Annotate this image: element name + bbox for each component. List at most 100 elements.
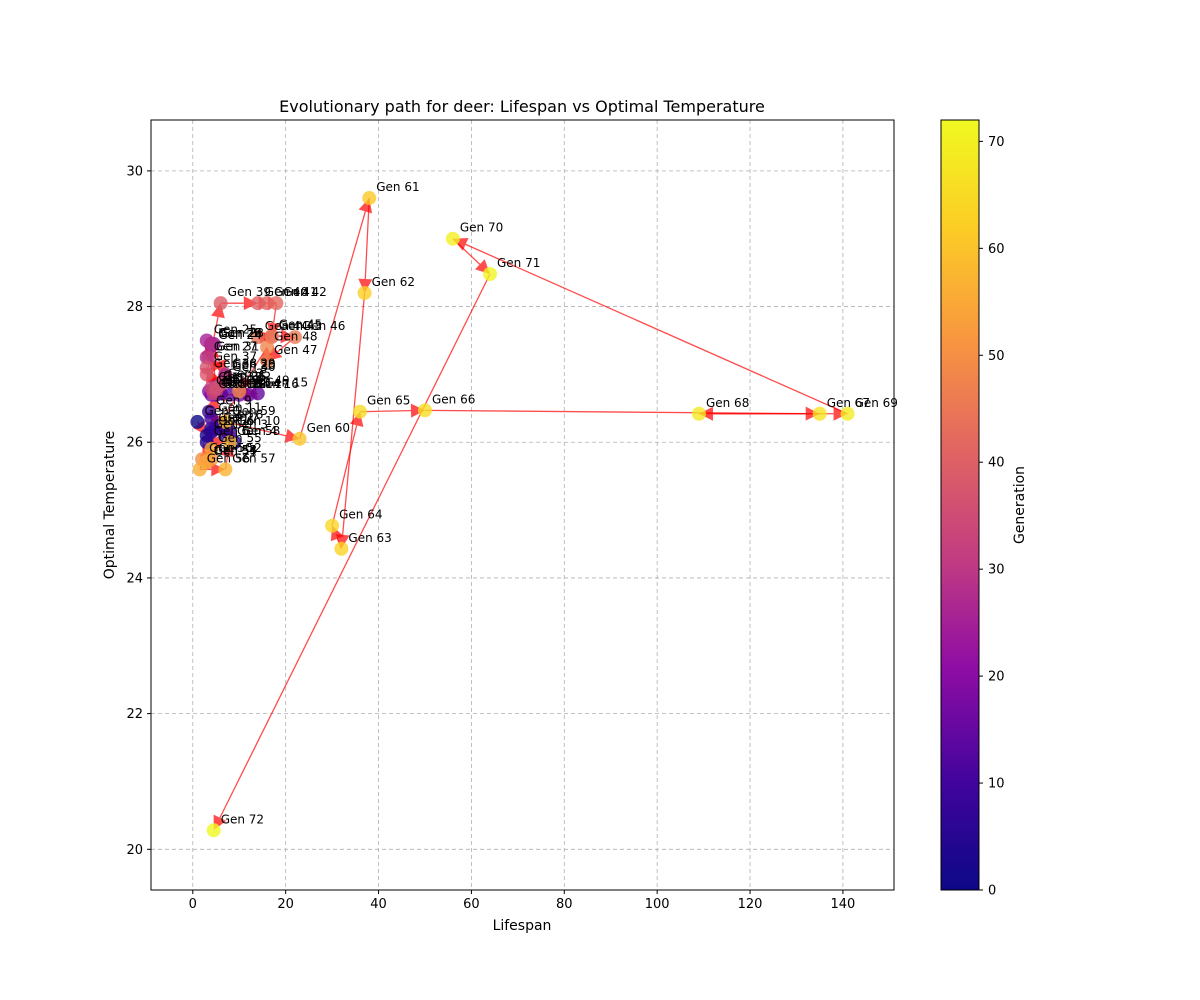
data-point (362, 191, 377, 206)
point-label: Gen 67 (827, 396, 870, 410)
point-label: Gen 7 (223, 411, 259, 425)
point-label: Gen 21 (223, 369, 266, 383)
arrow-shaft (331, 425, 358, 526)
data-point (213, 296, 228, 311)
data-point (199, 367, 214, 382)
data-point (218, 462, 233, 477)
point-label: Gen 22 (218, 326, 261, 340)
y-axis-label: Optimal Temperature (102, 431, 118, 580)
point-label: Gen 41 (274, 285, 317, 299)
point-label: Gen 72 (221, 812, 264, 826)
data-point (250, 330, 265, 345)
point-label: Gen 34 (221, 375, 264, 389)
point-label: Gen 50 (209, 441, 252, 455)
x-tick-label: 140 (831, 897, 856, 912)
colorbar-tick-label: 70 (988, 135, 1005, 150)
x-tick-label: 100 (645, 897, 670, 912)
point-label: Gen 35 (228, 367, 271, 381)
arrow-head (358, 278, 373, 293)
point-label: Gen 28 (218, 326, 261, 340)
point-label: Gen 44 (265, 319, 308, 333)
point-label: Gen 10 (237, 414, 280, 428)
point-label: Gen 54 (214, 443, 257, 457)
scatter-points (190, 191, 855, 838)
point-label: Gen 11 (218, 401, 261, 415)
x-tick-label: 0 (189, 897, 197, 912)
point-label: Gen 68 (706, 396, 749, 410)
chart-title: Evolutionary path for deer: Lifespan vs … (279, 97, 765, 116)
point-label: Gen 38 (214, 356, 257, 370)
point-label: Gen 63 (348, 531, 391, 545)
arrow-shaft (465, 243, 848, 415)
point-label: Gen 37 (214, 350, 257, 364)
arrow-shaft (298, 211, 366, 440)
y-tick-label: 20 (126, 843, 143, 858)
point-label: Gen 61 (376, 180, 419, 194)
point-label: Gen 71 (497, 256, 540, 270)
point-label: Gen 0 (204, 404, 240, 418)
data-point (269, 296, 284, 311)
point-label: Gen 14 (237, 377, 280, 391)
colorbar-label: Generation (1012, 466, 1028, 544)
data-point (292, 431, 307, 446)
arrow-shaft (424, 409, 806, 415)
x-tick-label: 60 (463, 897, 480, 912)
y-tick-label: 30 (126, 164, 143, 179)
data-point (222, 435, 237, 450)
colorbar-tick-label: 60 (988, 242, 1005, 257)
data-point (445, 231, 460, 246)
point-label: Gen 48 (274, 329, 317, 343)
arrow-head (280, 329, 295, 344)
data-point (482, 267, 497, 281)
colorbar-tick-label: 50 (988, 349, 1005, 364)
plot-area (151, 120, 894, 890)
point-label: Gen 26 (218, 326, 261, 340)
y-tick-label: 24 (126, 571, 143, 586)
point-label: Gen 45 (279, 318, 322, 332)
point-label: Gen 12 (223, 377, 266, 391)
colorbar-tick-label: 40 (988, 456, 1005, 471)
point-label: Gen 32 (223, 373, 266, 387)
data-point (232, 384, 247, 399)
data-point (204, 442, 219, 457)
x-tick-label: 80 (556, 897, 573, 912)
point-label: Gen 65 (367, 394, 410, 408)
data-point (812, 406, 827, 421)
point-label: Gen 8 (228, 407, 264, 421)
point-label: Gen 20 (232, 358, 275, 372)
point-label: Gen 66 (432, 392, 475, 406)
data-point (357, 285, 372, 300)
data-point (190, 414, 205, 429)
arrow-shaft (219, 273, 491, 819)
colorbar-tick-label: 30 (988, 563, 1005, 578)
y-tick-label: 22 (126, 707, 143, 722)
point-label: Gen 69 (855, 396, 898, 410)
point-label: Gen 25 (214, 322, 257, 336)
arrow-shaft (225, 421, 287, 437)
colorbar-ticks: 0 10 20 30 40 50 60 70 (979, 135, 1005, 899)
data-point (206, 823, 221, 838)
point-label: Gen 55 (218, 431, 261, 445)
point-label: Gen 57 (232, 451, 275, 465)
x-axis-ticks: 0 20 40 60 80 100 120 140 (189, 890, 856, 912)
data-point (334, 541, 349, 556)
point-label: Gen 53 (214, 443, 257, 457)
data-point (218, 414, 233, 429)
point-label: Gen 2 (218, 411, 254, 425)
point-label: Gen 49 (246, 373, 289, 387)
point-label: Gen 52 (218, 441, 261, 455)
point-label: Gen 16 (256, 377, 299, 391)
point-label: Gen 60 (307, 421, 350, 435)
x-tick-label: 20 (277, 897, 294, 912)
point-label: Gen 15 (265, 375, 308, 389)
point-label: Gen 39 (228, 285, 271, 299)
arrow-shaft (359, 410, 411, 413)
point-label: Gen 17 (246, 377, 289, 391)
x-tick-label: 40 (370, 897, 387, 912)
y-tick-label: 26 (126, 436, 143, 451)
point-label: Gen 58 (237, 424, 280, 438)
colorbar (940, 119, 980, 891)
point-label: Gen 46 (302, 319, 345, 333)
data-point (204, 411, 219, 426)
point-label: Gen 43 (279, 319, 322, 333)
